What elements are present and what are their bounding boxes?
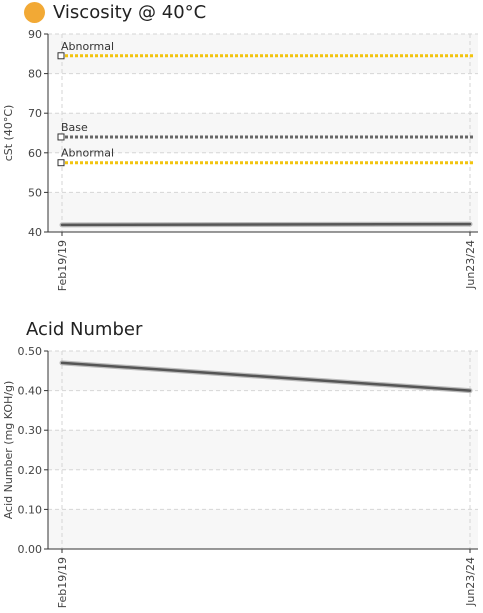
viscosity-ytick-label: 70 [28, 107, 42, 120]
viscosity-ytick-label: 60 [28, 147, 42, 160]
viscosity-reference-label: Abnormal [61, 147, 114, 160]
viscosity-chart: 40 50 60 70 80 90 Feb19/19 Jun23/24 cSt (40°C) Ab… [2, 28, 478, 291]
viscosity-ytick-label: 50 [28, 186, 42, 199]
viscosity-title-marker-icon [24, 2, 45, 23]
viscosity-ytick-label: 80 [28, 68, 42, 81]
viscosity-band [48, 113, 478, 153]
acid-number-ytick-label: 0.00 [18, 543, 43, 556]
acid-number-xtick-label: Feb19/19 [56, 557, 69, 608]
viscosity-xtick-label: Jun23/24 [464, 240, 477, 290]
acid-number-y-axis-label: Acid Number (mg KOH/g) [2, 381, 15, 520]
acid-number-chart-title: Acid Number [26, 319, 143, 340]
viscosity-band [48, 34, 478, 74]
viscosity-xtick-label: Feb19/19 [56, 240, 69, 291]
viscosity-title-row: Viscosity @ 40°C [24, 2, 206, 23]
acid-number-ytick-label: 0.50 [18, 345, 43, 358]
viscosity-reference-marker [57, 133, 65, 141]
viscosity-reference-label: Base [61, 121, 88, 134]
acid-number-band [48, 430, 478, 470]
acid-number-ytick-label: 0.40 [18, 385, 43, 398]
viscosity-reference-marker [57, 52, 65, 60]
acid-number-chart-panel: Acid Number 0.00 0.10 0.20 0.30 0.40 0.50 Feb1… [0, 310, 483, 613]
viscosity-ytick-label: 90 [28, 28, 42, 41]
acid-number-series-line [60, 361, 472, 392]
acid-number-band [48, 509, 478, 549]
viscosity-series-line [60, 222, 472, 227]
viscosity-ytick-label: 40 [28, 226, 42, 239]
viscosity-reference-marker [57, 159, 65, 167]
acid-number-ytick-label: 0.10 [18, 503, 43, 516]
acid-number-ytick-label: 0.30 [18, 424, 43, 437]
viscosity-reference-label: Abnormal [61, 40, 114, 53]
acid-number-chart: 0.00 0.10 0.20 0.30 0.40 0.50 Feb19/19 Jun23/24… [2, 345, 478, 608]
viscosity-chart-panel: Viscosity @ 40°C 40 50 60 70 80 90 Feb19/19 Jun… [0, 0, 483, 300]
acid-number-xtick-label: Jun23/24 [464, 557, 477, 607]
acid-number-title-row: Acid Number [26, 319, 142, 340]
acid-number-ytick-label: 0.20 [18, 464, 43, 477]
viscosity-chart-title: Viscosity @ 40°C [53, 2, 207, 23]
viscosity-y-axis-label: cSt (40°C) [2, 105, 15, 162]
